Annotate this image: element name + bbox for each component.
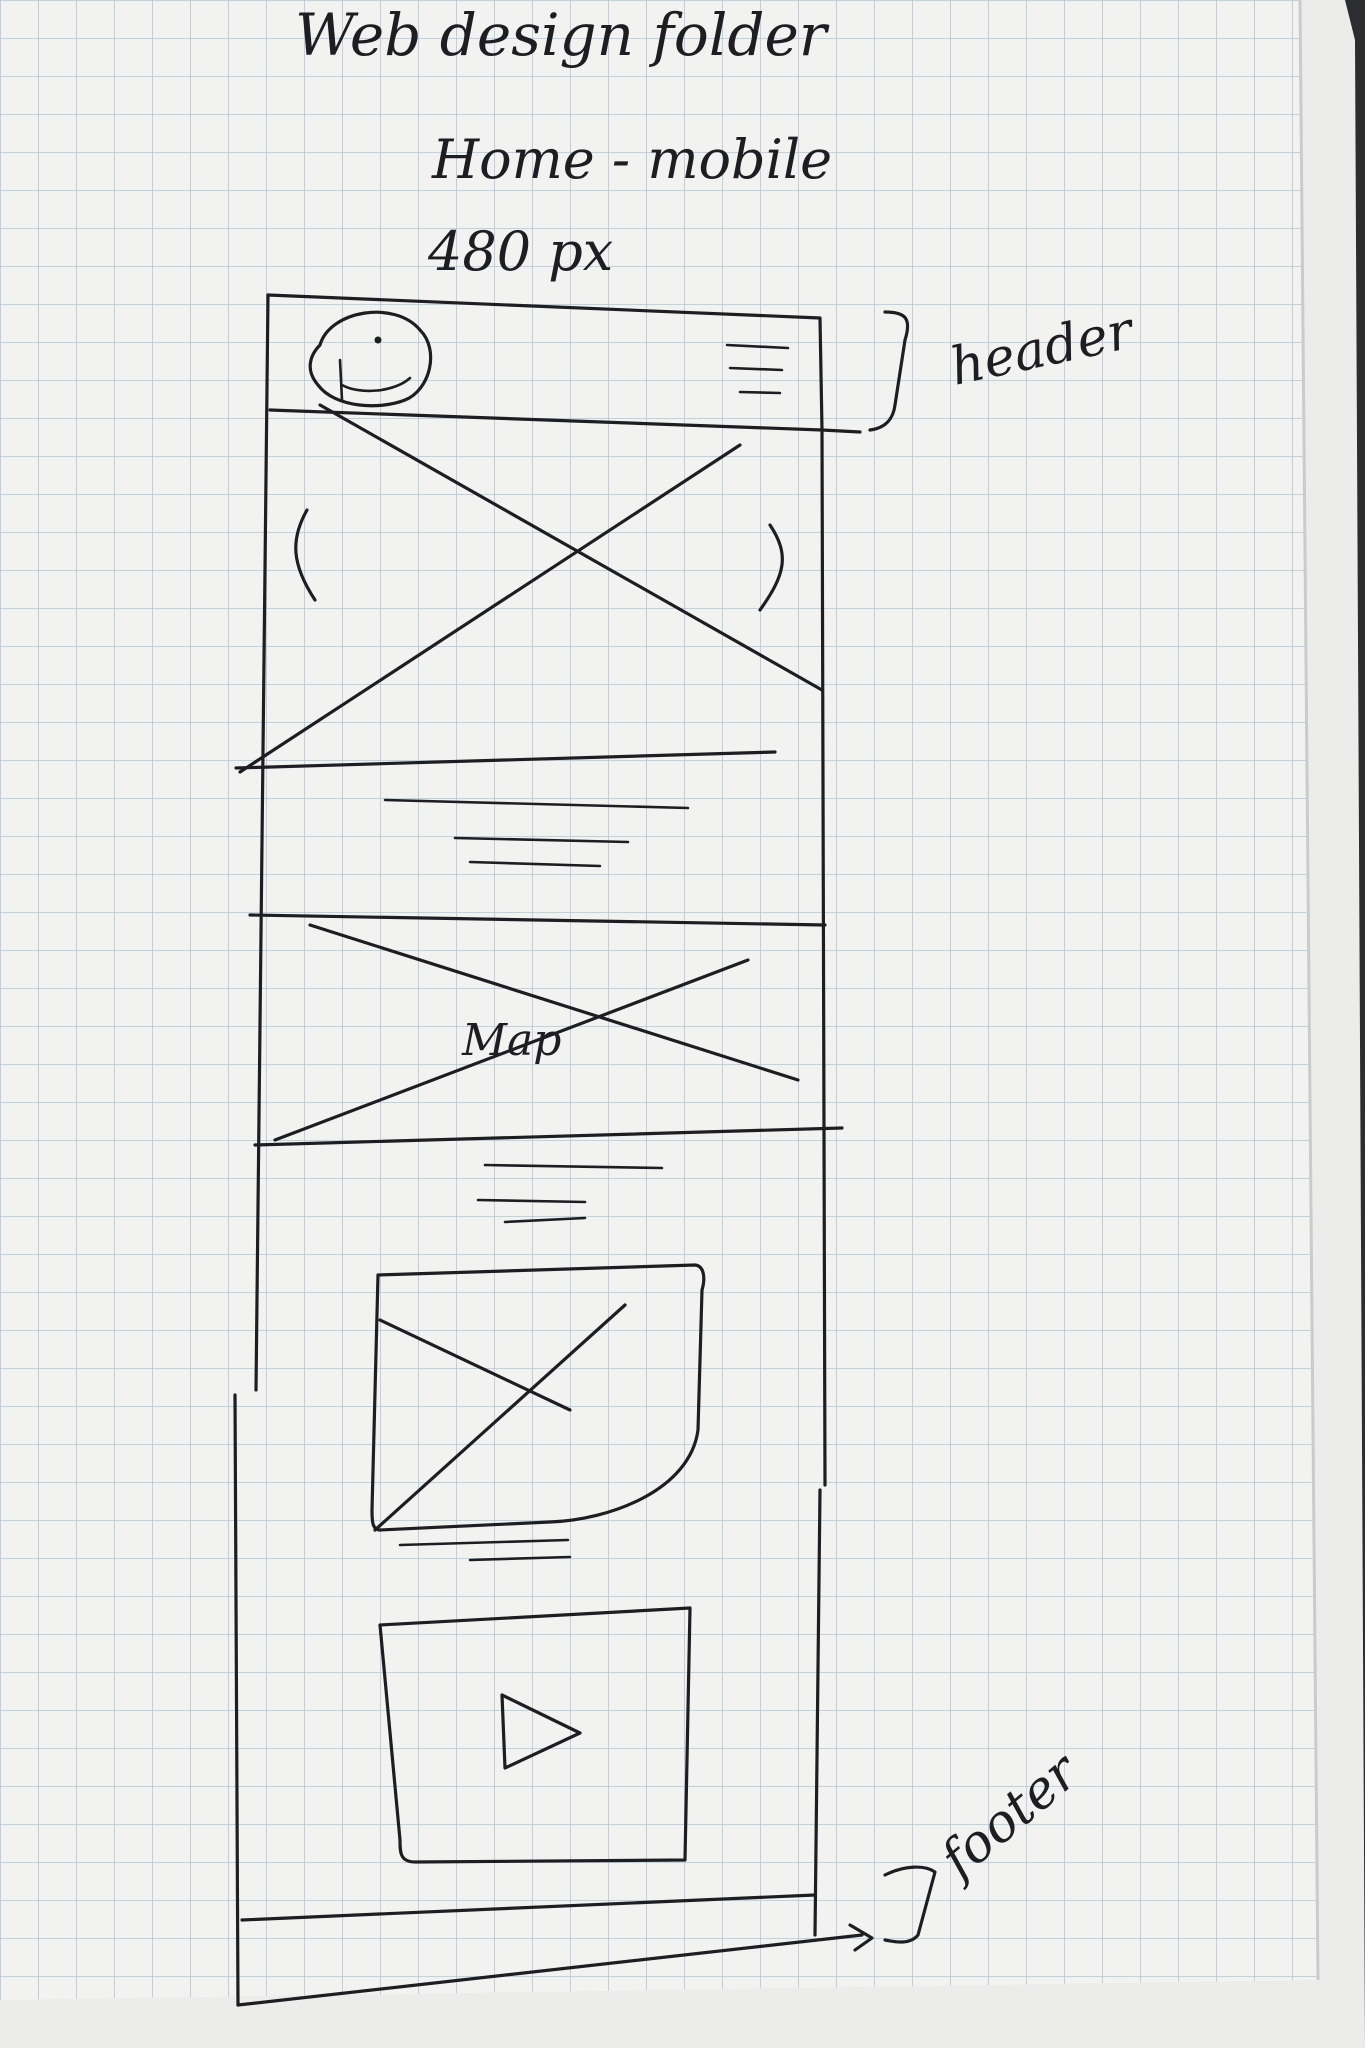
hero-carousel [234,403,824,774]
image-cross-a [378,1318,572,1412]
text-line [476,1198,587,1204]
map-cross-b [273,958,750,1142]
map-top-divider [248,913,827,927]
play-icon[interactable] [500,1693,582,1770]
image-card-frame [370,1263,706,1532]
width-note: 480 px [427,220,613,283]
frame-right-lower [813,1488,822,1937]
image-cross-b [373,1303,627,1532]
frame-left-upper [254,293,270,1392]
chevron-right-icon[interactable] [758,523,784,612]
logo-icon [308,310,433,408]
caption-line [468,1555,572,1562]
footer-bracket [883,1865,937,1944]
page-edge [1298,0,1320,1981]
grid-paper [0,0,1318,2000]
video-frame [378,1606,692,1864]
hero-cross-a [318,403,824,692]
header-divider [268,408,862,434]
header-bracket [868,310,910,432]
chevron-left-icon[interactable] [294,508,317,602]
map-label: Map [461,1015,561,1066]
video-player[interactable] [378,1606,692,1864]
sketch-subtitle: Home - mobile [431,128,832,191]
hero-cross-b [238,443,742,774]
text-line [503,1216,587,1224]
frame-left-lower [233,1393,240,2007]
text-line [468,860,602,868]
footer-arrowhead [848,1923,874,1952]
footer-divider [240,1893,817,1922]
map-cross-a [308,923,800,1082]
hamburger-menu-icon[interactable] [725,343,790,395]
caption-line [398,1538,570,1547]
text-line [383,798,690,810]
frame-top [266,293,824,432]
sketch-title: Web design folder [295,1,830,69]
map-bottom-divider [253,1126,844,1147]
map-text-lines [476,1163,664,1224]
hero-text-lines [383,798,690,868]
image-card [370,1263,706,1562]
footer-bottom [236,1933,864,2007]
text-line [483,1163,664,1170]
frame-right-upper [820,428,827,1487]
text-line [453,836,630,844]
hero-bottom-divider [234,750,777,770]
map-section: Map [248,913,844,1147]
